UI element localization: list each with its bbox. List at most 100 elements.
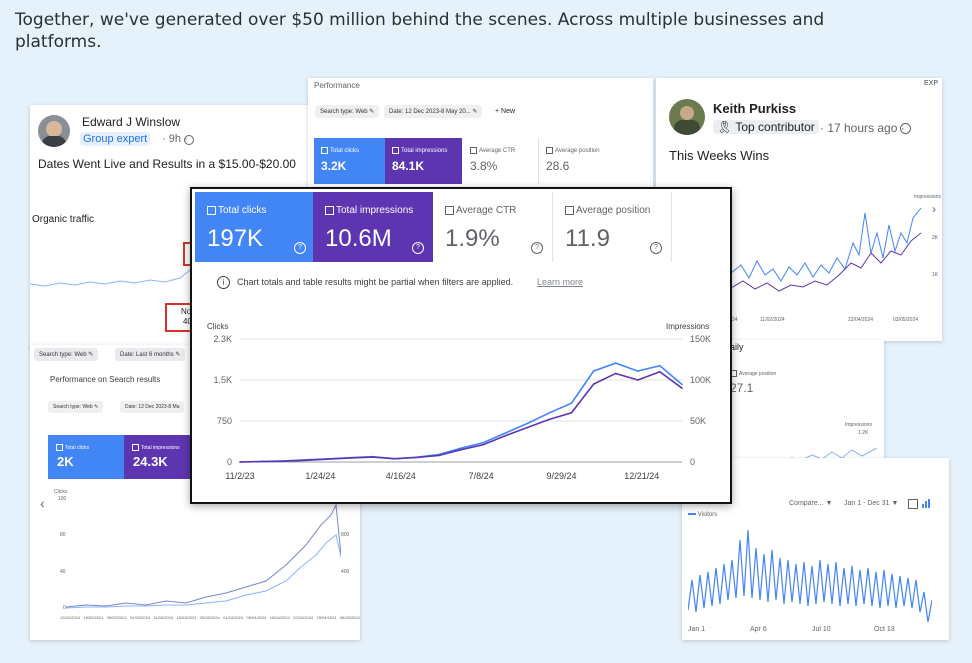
data-point-impressions bbox=[371, 456, 374, 458]
tile-total-clicks[interactable]: Total clicks 197K ? bbox=[195, 192, 313, 262]
search-type-chip[interactable]: Search type: Web ✎ bbox=[315, 105, 380, 118]
data-point-impressions bbox=[659, 371, 661, 373]
author-name[interactable]: Edward J Winslow bbox=[82, 115, 181, 129]
data-point-impressions bbox=[349, 457, 352, 459]
avg-position-tile[interactable]: Average position 27.1 bbox=[730, 370, 777, 395]
avatar bbox=[669, 99, 705, 135]
performance-title: Performance on Search results bbox=[50, 375, 161, 384]
annotation-box-2: No 40 bbox=[165, 303, 197, 332]
x-tick-label: 4/16/24 bbox=[386, 471, 416, 481]
help-icon: ? bbox=[412, 242, 424, 254]
data-point-clicks bbox=[482, 441, 484, 444]
x-tick-label: 7/8/24 bbox=[469, 471, 494, 481]
data-point-clicks bbox=[681, 383, 683, 386]
date-chip[interactable]: Date: Last 6 months ✎ bbox=[115, 348, 186, 361]
data-point-clicks bbox=[659, 364, 661, 367]
tile-total-clicks-left[interactable]: Total clicks 2K bbox=[48, 435, 124, 479]
data-point-impressions bbox=[637, 379, 639, 381]
y2-tick-label: 0 bbox=[690, 457, 695, 467]
tile-total-impressions-left[interactable]: Total impressions 24.3K bbox=[124, 435, 200, 479]
search-type-chip[interactable]: Search type: Web ✎ bbox=[34, 348, 99, 361]
table-view-icon[interactable] bbox=[908, 499, 918, 509]
organic-traffic-chart bbox=[30, 269, 191, 287]
keith-chart bbox=[731, 207, 922, 292]
prev-arrow-icon[interactable]: ‹ bbox=[40, 495, 45, 511]
tile-average-position[interactable]: Average position 11.9 ? bbox=[553, 192, 672, 262]
x-tick-label: 1/24/24 bbox=[305, 471, 335, 481]
expert-badge: Group expert bbox=[80, 132, 151, 146]
gsc-main-card: Total clicks 197K ? Total impressions 10… bbox=[190, 187, 732, 504]
clicks-axis-label: Clicks bbox=[54, 489, 68, 495]
y-tick-label: 2.3K bbox=[213, 334, 232, 344]
tile-total-clicks-small[interactable]: Total clicks 3.2K bbox=[314, 138, 385, 184]
impressions-axis-label: Impressions bbox=[914, 194, 941, 200]
y2-tick-label: 150K bbox=[690, 334, 711, 344]
clicks-axis-label: Clicks bbox=[207, 322, 229, 331]
y-tick-40: 40 bbox=[60, 569, 66, 575]
tile-average-position-small[interactable]: Average position 28.6 bbox=[546, 147, 600, 173]
y-tick-80: 80 bbox=[60, 532, 66, 538]
data-point-clicks bbox=[526, 422, 529, 425]
left-chart bbox=[66, 503, 341, 609]
globe-icon bbox=[184, 135, 194, 145]
data-point-clicks bbox=[460, 447, 462, 449]
search-type-chip-2[interactable]: Search type: Web ✎ bbox=[48, 401, 104, 413]
date-chip[interactable]: Date: 12 Dec 2023-8 May 20... ✎ bbox=[384, 105, 483, 118]
visitors-legend: Visitors bbox=[688, 512, 717, 518]
author-name[interactable]: Keith Purkiss bbox=[713, 101, 797, 116]
data-point-clicks bbox=[570, 402, 573, 404]
x-tick-1: 11/02/2024 bbox=[760, 317, 785, 323]
help-icon: ? bbox=[650, 242, 662, 254]
next-arrow-icon[interactable]: › bbox=[932, 202, 936, 216]
tile-total-impressions[interactable]: Total impressions 10.6M ? bbox=[313, 192, 433, 262]
tile-total-impressions-small[interactable]: Total impressions 84.1K bbox=[385, 138, 462, 184]
gsc-top-card: Performance Search type: Web ✎ Date: 12 … bbox=[308, 78, 653, 188]
data-point-clicks bbox=[637, 370, 639, 372]
data-point-clicks bbox=[614, 362, 617, 364]
info-icon: i bbox=[217, 276, 230, 289]
data-point-clicks bbox=[592, 370, 595, 372]
data-point-impressions bbox=[548, 418, 551, 421]
date-chip-2[interactable]: Date: 12 Dec 2023-8 Ma bbox=[120, 401, 185, 413]
data-point-impressions bbox=[504, 434, 507, 437]
data-point-impressions bbox=[681, 387, 683, 389]
data-point-impressions bbox=[261, 460, 263, 463]
data-point-impressions bbox=[482, 443, 484, 446]
learn-more-link[interactable]: Learn more bbox=[537, 277, 584, 287]
tile-average-ctr-small[interactable]: Average CTR 3.8% bbox=[463, 138, 539, 184]
daily-label: aily bbox=[730, 342, 744, 352]
post-time: · 17 hours ago · bbox=[820, 121, 905, 135]
organic-traffic-label: Organic traffic bbox=[32, 214, 95, 225]
x-tick-label: 9/29/24 bbox=[546, 471, 576, 481]
y2-tick-400: 400 bbox=[341, 569, 350, 575]
bar-chart-icon[interactable] bbox=[922, 499, 932, 508]
x-tick-2: 22/04/2024 bbox=[848, 317, 874, 323]
globe-icon bbox=[900, 123, 911, 134]
data-point-impressions bbox=[393, 457, 396, 460]
headline: Together, we've generated over $50 milli… bbox=[15, 10, 825, 52]
top-contributor-badge: 🎗 Top contributor bbox=[713, 120, 819, 134]
x-axis-ticks: 12/02/2024 19/02/2024 26/02/2024 04/03/2024… bbox=[60, 615, 360, 620]
export-label[interactable]: EXP bbox=[924, 80, 939, 87]
impressions-axis-label: Impressions bbox=[666, 322, 710, 331]
data-point-impressions bbox=[305, 459, 308, 462]
data-point-impressions bbox=[570, 412, 573, 414]
help-icon: ? bbox=[531, 242, 543, 254]
gsc-mid-card: aily Average position 27.1 Impressions 1… bbox=[712, 340, 884, 465]
post-text: Dates Went Live and Results in a $15.00-… bbox=[38, 157, 296, 171]
partial-results-notice: Chart totals and table results might be … bbox=[237, 277, 514, 287]
date-range-dropdown[interactable]: Jan 1 - Dec 31 ▼ bbox=[844, 500, 899, 507]
compare-dropdown[interactable]: Compare... ▼ bbox=[789, 500, 833, 507]
main-chart: 2.3K 1.5K 750 0 150K 100K 50K 0 11/2/23 1/24/24 4/… bbox=[213, 334, 711, 481]
tile-average-ctr[interactable]: Average CTR 1.9% ? bbox=[433, 192, 553, 262]
y-tick-100: 100 bbox=[58, 496, 67, 502]
impressions-tick: 1.2K bbox=[858, 430, 869, 436]
help-icon: ? bbox=[294, 242, 306, 254]
y-tick-label: 0 bbox=[227, 457, 232, 467]
y-tick-label: 1.5K bbox=[213, 375, 232, 385]
y-tick-0: 0 bbox=[63, 605, 66, 611]
avatar bbox=[38, 115, 70, 147]
new-filter-button[interactable]: + New bbox=[495, 108, 516, 115]
data-point-impressions bbox=[592, 383, 595, 385]
x-tick-3: 03/05/2024 bbox=[893, 317, 919, 323]
